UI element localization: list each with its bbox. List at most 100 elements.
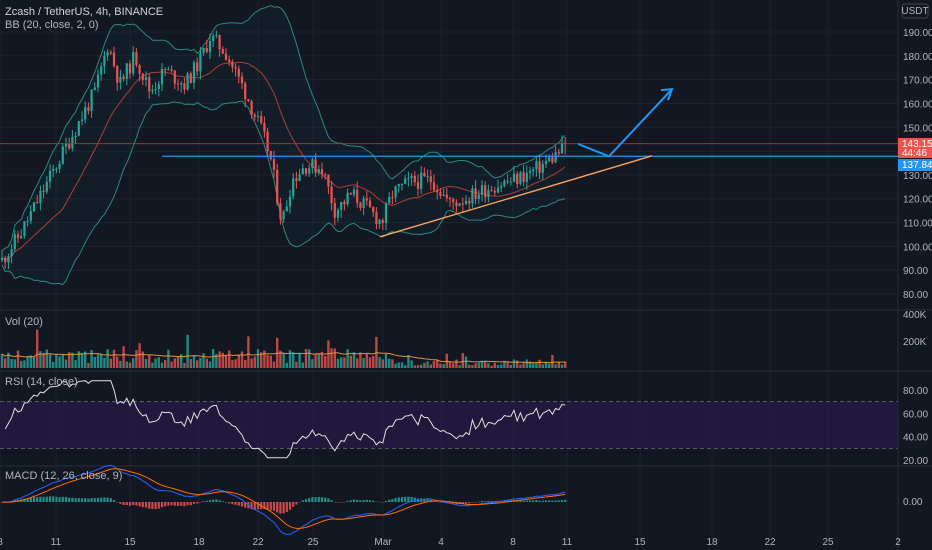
volume-bar — [423, 362, 426, 368]
macd-histogram-bar — [474, 502, 477, 503]
volume-bar — [58, 356, 61, 368]
candle-body — [116, 65, 119, 83]
volume-bar — [448, 361, 452, 368]
candle-body — [77, 121, 80, 136]
volume-bar — [122, 346, 125, 368]
volume-bar — [429, 364, 432, 368]
candle-body — [68, 143, 71, 149]
candle-body — [288, 196, 292, 207]
volume-ma — [1, 352, 566, 364]
volume-bar — [20, 360, 23, 368]
candle-body — [263, 122, 266, 132]
volume-bar — [532, 363, 535, 368]
volume-bar — [340, 357, 343, 368]
volume-bar — [327, 340, 330, 368]
candle-body — [109, 52, 112, 54]
rsi-tick-label: 80.00 — [903, 386, 928, 397]
candle-body — [42, 190, 45, 192]
macd-histogram-bar — [244, 502, 247, 508]
candle-body — [512, 173, 516, 182]
volume-bar — [490, 365, 493, 368]
macd-histogram-bar — [106, 497, 109, 502]
candle-body — [0, 257, 4, 261]
volume-bar — [525, 359, 528, 368]
candle-body — [532, 169, 535, 171]
candle-body — [90, 89, 93, 111]
macd-histogram-bar — [487, 500, 490, 502]
volume-bar — [170, 361, 173, 368]
candle-body — [48, 170, 52, 182]
macd-histogram-bar — [292, 502, 295, 507]
volume-bar — [413, 365, 416, 368]
macd-histogram-bar — [410, 496, 413, 502]
macd-histogram-bar — [548, 500, 551, 502]
candle-body — [407, 177, 410, 179]
candle-body — [141, 73, 144, 80]
macd-histogram-bar — [144, 502, 148, 508]
macd-histogram-bar — [400, 497, 404, 502]
last-price-value: 143.15 — [902, 139, 932, 150]
candle-body — [186, 73, 189, 90]
candle-body — [298, 174, 301, 181]
volume-bar — [253, 356, 256, 368]
macd-histogram-bar — [336, 502, 340, 503]
macd-histogram-bar — [538, 500, 541, 502]
macd-histogram-bar — [477, 501, 480, 503]
candle-body — [122, 76, 125, 79]
currency-button[interactable] — [901, 3, 929, 19]
volume-bar — [564, 361, 567, 368]
macd-histogram-bar — [461, 502, 464, 504]
macd-histogram-bar — [544, 500, 548, 502]
volume-bar — [237, 354, 240, 368]
volume-tick-label: 200K — [903, 337, 927, 348]
volume-bar — [212, 349, 215, 368]
candle-body — [474, 188, 477, 199]
volume-bar — [196, 360, 199, 368]
time-tick-label: 15 — [634, 537, 646, 548]
macd-histogram-bar — [304, 499, 308, 502]
macd-histogram-bar — [343, 501, 346, 503]
macd-histogram-bar — [372, 500, 375, 502]
volume-bar — [416, 365, 420, 368]
volume-bar — [55, 354, 58, 368]
volume-bar — [503, 360, 506, 368]
macd-histogram-bar — [423, 498, 426, 502]
macd-histogram-bar — [208, 500, 212, 502]
candle-body — [394, 186, 397, 198]
volume-bar — [132, 358, 135, 368]
candle-body — [189, 73, 192, 83]
candle-body — [528, 170, 532, 173]
volume-bar — [426, 361, 429, 368]
candle-body — [272, 159, 276, 170]
volume-bar — [352, 352, 356, 368]
candle-body — [359, 202, 362, 208]
volume-bar — [192, 355, 196, 368]
volume-bar — [256, 349, 260, 368]
candle-body — [106, 52, 109, 56]
volume-bar — [32, 356, 36, 368]
candle-body — [490, 190, 493, 192]
macd-histogram-bar — [160, 502, 164, 508]
candle-body — [132, 52, 135, 74]
candle-body — [336, 209, 340, 218]
volume-bar — [381, 359, 384, 368]
volume-bar — [68, 352, 71, 368]
volume-bar — [308, 349, 311, 368]
price-tick-label: 100.00 — [903, 242, 932, 253]
drawings[interactable] — [0, 88, 898, 238]
candle-body — [244, 83, 247, 100]
volume-bar — [336, 358, 340, 368]
macd-histogram-bar — [394, 498, 397, 502]
candle-body — [330, 186, 333, 204]
candle-body — [20, 236, 23, 239]
macd-histogram-bar — [516, 500, 519, 502]
candle-body — [301, 168, 304, 175]
volume-bar — [471, 365, 474, 368]
candle-body — [541, 163, 544, 173]
bb-upper — [1, 5, 566, 251]
time-tick-label: 22 — [252, 537, 264, 548]
macd-histogram-bar — [391, 499, 394, 502]
macd-histogram-bar — [333, 501, 336, 503]
macd-histogram-bar — [426, 499, 429, 502]
